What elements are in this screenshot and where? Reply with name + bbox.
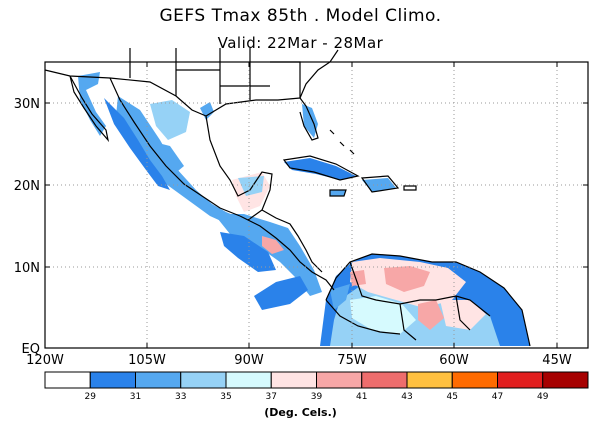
lon-label: 120W	[26, 353, 64, 368]
map-frame	[44, 61, 589, 349]
shade-hispaniola	[362, 178, 396, 192]
lon-label: 105W	[128, 353, 166, 368]
shade-colombia-coast	[330, 284, 350, 310]
lat-label: 20N	[14, 179, 40, 194]
colorbar-label: 29	[85, 392, 97, 402]
colorbar-label: 47	[492, 392, 503, 402]
lon-label: 45W	[542, 353, 572, 368]
shade-central-america	[214, 214, 322, 296]
lon-labels: 120W 105W 90W 75W 60W 45W	[26, 353, 572, 368]
colorbar-swatch	[44, 371, 91, 389]
map-subtitle: Valid: 22Mar - 28Mar	[217, 34, 384, 52]
shade-pacific-blob-2	[254, 276, 308, 310]
colorbar-swatch	[406, 371, 453, 389]
colorbar-label: 39	[311, 392, 323, 402]
colorbar-swatch	[270, 371, 317, 389]
colorbar-swatch	[361, 371, 408, 389]
colorbar-label: 33	[175, 392, 186, 402]
shade-pacific-blob-1	[220, 232, 276, 272]
colorbar-label: 31	[130, 392, 141, 402]
shade-mexico-plateau-2	[146, 140, 184, 176]
lon-label: 75W	[337, 353, 367, 368]
colorbar-label: 35	[220, 392, 231, 402]
lon-label: 90W	[234, 353, 264, 368]
colorbar-swatch	[89, 371, 136, 389]
colorbar-label: 43	[401, 392, 412, 402]
colorbar-swatch	[451, 371, 498, 389]
shade-jamaica	[330, 190, 346, 196]
shade-mexico-dark	[104, 98, 170, 190]
colorbar-label: 49	[537, 392, 549, 402]
shade-central-america-pink	[262, 236, 284, 254]
colorbar-swatch	[135, 371, 182, 389]
shade-florida	[302, 104, 318, 138]
shade-guiana-pink	[418, 300, 444, 330]
shade-mexico-plateau	[150, 100, 190, 140]
shade-mexico-west	[116, 96, 240, 226]
ticks	[45, 62, 588, 348]
lat-label: 10N	[14, 261, 40, 276]
colorbar-swatch	[497, 371, 544, 389]
shade-texas	[200, 102, 214, 120]
map-title: GEFS Tmax 85th . Model Climo.	[159, 6, 442, 26]
colorbar-label: 45	[447, 392, 458, 402]
shade-guiana-light	[440, 300, 486, 330]
coastlines	[44, 48, 531, 347]
colorbar-swatch	[316, 371, 363, 389]
lat-label: EQ	[22, 342, 40, 357]
lat-labels: 30N 20N 10N EQ	[14, 97, 40, 357]
colorbar-swatch	[225, 371, 272, 389]
grid	[45, 62, 588, 348]
colorbar-label: 37	[266, 392, 277, 402]
colorbar-units: (Deg. Cels.)	[264, 406, 337, 419]
shaded-fields	[78, 72, 530, 346]
lon-label: 60W	[439, 353, 469, 368]
colorbar-label: 41	[356, 392, 367, 402]
shade-baja	[78, 72, 106, 136]
colorbar: 29 31 33 35 37 39 41 43 45 47 49	[44, 371, 589, 402]
colorbar-swatch	[180, 371, 227, 389]
colorbar-swatch	[542, 371, 589, 389]
shade-colombia-pale	[350, 296, 416, 334]
shade-venezuela-red	[384, 266, 430, 292]
shade-yucatan-blue	[238, 176, 264, 196]
shade-cuba	[284, 158, 356, 180]
lat-label: 30N	[14, 97, 40, 112]
